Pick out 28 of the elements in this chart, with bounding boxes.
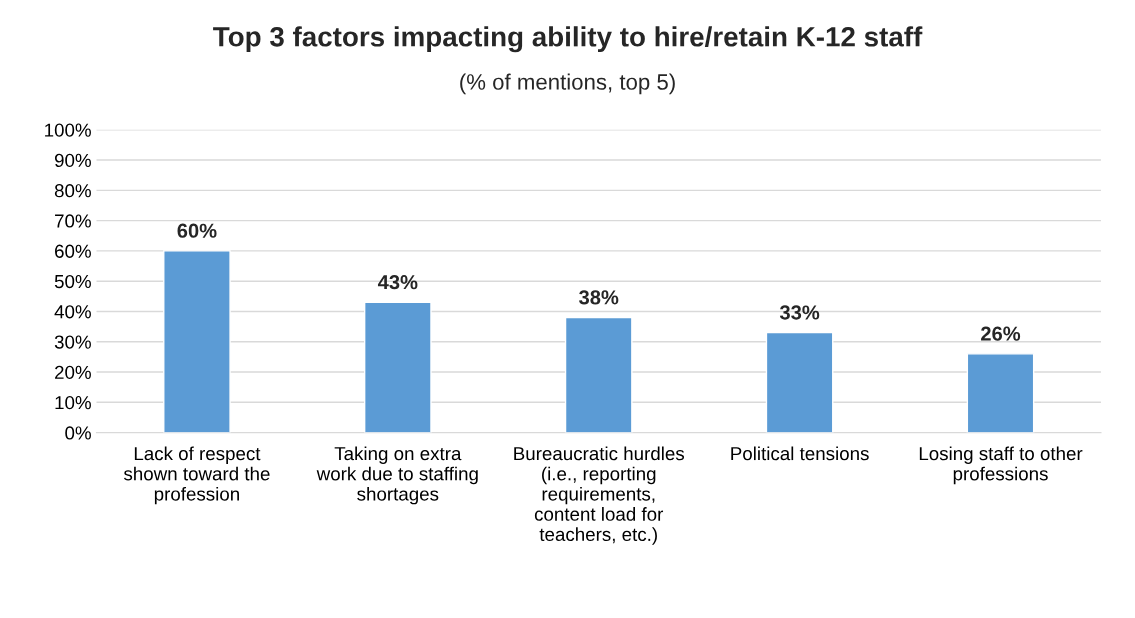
y-tick-label: 40%: [54, 305, 91, 319]
y-tick-label: 0%: [65, 426, 91, 440]
y-tick-label: 50%: [54, 274, 91, 289]
y-tick-label: 90%: [54, 153, 91, 168]
bar: [966, 353, 1035, 433]
data-label: 43%: [377, 275, 418, 290]
data-label: 60%: [177, 223, 217, 238]
bar: [163, 250, 231, 433]
y-tick-label: 10%: [55, 396, 91, 410]
chart-subtitle: (% of mentions, top 5): [460, 73, 675, 95]
x-tick-label: Lack of respect shown toward the profession: [123, 446, 270, 505]
x-tick-label: Taking on extra work due to staffing shortages: [316, 446, 478, 505]
data-label: 26%: [981, 326, 1021, 341]
chart-title: Top 3 factors impacting ability to hire/retain K-12 staff: [213, 26, 923, 53]
y-tick-label: 30%: [54, 335, 91, 349]
data-label: 38%: [579, 290, 619, 305]
bar: [564, 316, 633, 433]
x-tick-label: Political tensions: [731, 446, 869, 461]
data-label: 33%: [779, 305, 820, 320]
y-tick-label: 100%: [45, 123, 91, 137]
x-tick-label: Losing staff to other professions: [919, 446, 1083, 485]
y-tick-label: 80%: [54, 184, 91, 198]
bar: [363, 301, 432, 433]
x-tick-label: Bureaucratic hurdles (i.e., reporting requirements, content load for teachers, etc.): [514, 446, 685, 545]
bar: [765, 331, 834, 433]
y-tick-label: 20%: [55, 365, 91, 380]
y-tick-label: 60%: [55, 244, 91, 258]
y-tick-label: 70%: [55, 214, 91, 228]
